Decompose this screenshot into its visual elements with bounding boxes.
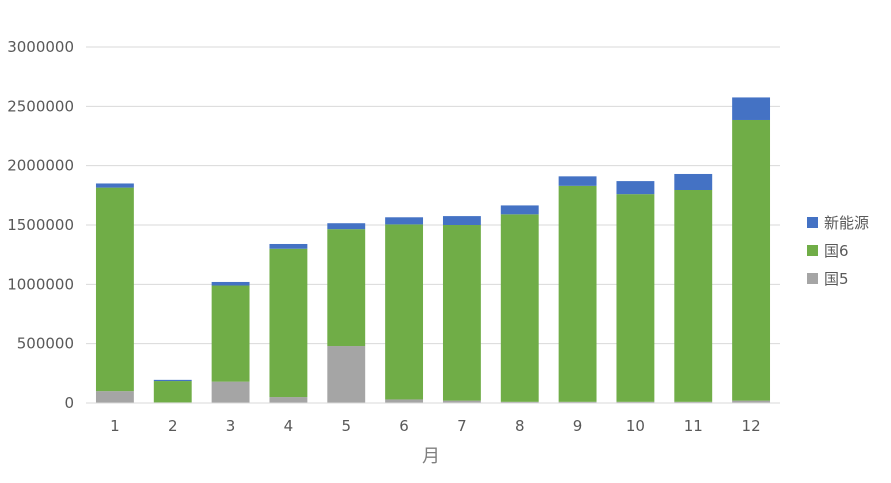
bar-segment (442, 400, 481, 403)
bar-segment (500, 214, 539, 402)
bar-segment (442, 225, 481, 401)
bar-segment (732, 400, 771, 403)
y-tick-label: 2000000 (7, 157, 74, 175)
bar-segment (211, 285, 250, 382)
x-tick-label: 8 (515, 417, 525, 435)
bar-segment (674, 173, 713, 190)
x-tick-label: 9 (573, 417, 583, 435)
bar-segment (732, 97, 771, 120)
y-tick-label: 1000000 (7, 275, 74, 293)
y-tick-label: 3000000 (7, 38, 74, 56)
bar-segment (500, 205, 539, 215)
y-tick-label: 2500000 (7, 97, 74, 115)
x-tick-label: 5 (341, 417, 351, 435)
bar-segment (211, 281, 250, 286)
bar-segment (616, 194, 655, 402)
gridlines (86, 46, 780, 345)
y-tick-label: 500000 (17, 335, 74, 353)
x-tick-label: 3 (226, 417, 236, 435)
bar-segment (385, 399, 424, 403)
legend-swatch (807, 245, 818, 256)
bar-segment (327, 223, 366, 230)
x-tick-label: 12 (742, 417, 761, 435)
bar-segment (269, 243, 308, 249)
x-tick-label: 10 (626, 417, 645, 435)
bars (95, 97, 771, 403)
x-tick-label: 7 (457, 417, 467, 435)
axes: 0 500000 1000000 1500000 2000000 2500000 30000… (7, 38, 780, 435)
bar-segment (674, 401, 713, 403)
x-tick-label: 11 (684, 417, 703, 435)
bar-segment (153, 379, 192, 382)
bar-segment (95, 391, 134, 403)
bar-segment (500, 401, 539, 403)
bar-segment (558, 401, 597, 403)
legend-swatch (807, 273, 818, 284)
bar-segment (269, 248, 308, 398)
bar-segment (153, 381, 192, 403)
bar-segment (211, 381, 250, 403)
x-tick-label: 1 (110, 417, 120, 435)
bar-segment (616, 401, 655, 403)
legend-label: 新能源 (824, 214, 869, 232)
bar-segment (558, 176, 597, 186)
bar-segment (95, 183, 134, 188)
bar-segment (269, 397, 308, 403)
bar-segment (385, 217, 424, 225)
legend-label: 国5 (824, 270, 849, 288)
bar-segment (95, 187, 134, 392)
bar-segment (327, 229, 366, 347)
bar-segment (327, 346, 366, 403)
bar-segment (385, 224, 424, 400)
x-axis-title: 月 (422, 446, 440, 467)
x-tick-label: 2 (168, 417, 178, 435)
bar-segment (674, 189, 713, 402)
legend-label: 国6 (824, 242, 849, 260)
x-tick-label: 6 (399, 417, 409, 435)
legend-swatch (807, 217, 818, 228)
bar-segment (616, 181, 655, 195)
bar-segment (442, 216, 481, 225)
y-tick-label: 1500000 (7, 216, 74, 234)
bar-segment (732, 119, 771, 401)
bar-segment (558, 185, 597, 402)
x-tick-label: 4 (284, 417, 294, 435)
y-tick-label: 0 (64, 394, 74, 412)
